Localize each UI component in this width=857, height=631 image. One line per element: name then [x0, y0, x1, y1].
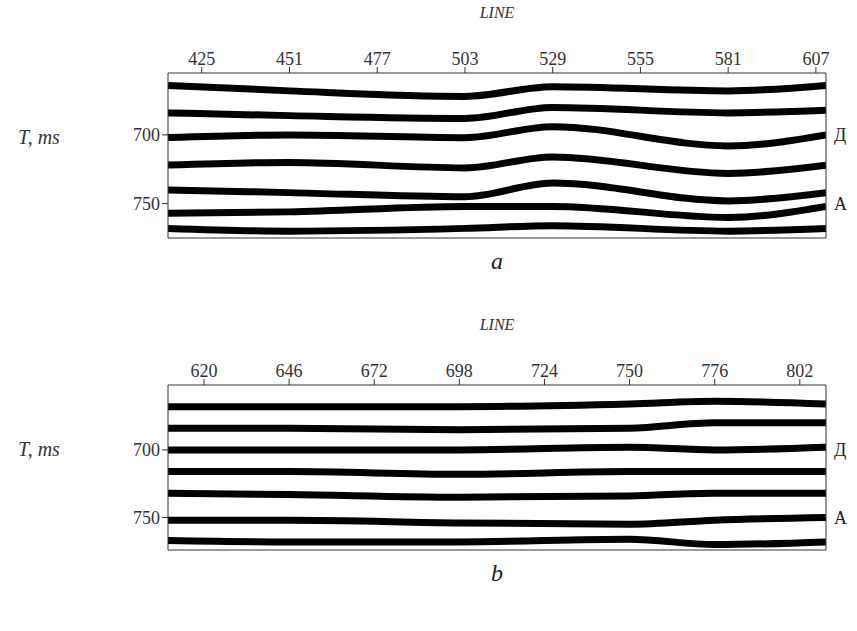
svg-text:698: 698: [446, 361, 473, 381]
svg-text:700: 700: [133, 125, 160, 145]
svg-text:451: 451: [276, 49, 303, 69]
html-text:T, ms: T, ms: [18, 125, 60, 148]
html-text:LINE: LINE: [479, 316, 515, 333]
html-text:T, ms: T, ms: [18, 437, 60, 460]
svg-text:Д: Д: [834, 125, 846, 145]
svg-text:А: А: [834, 508, 847, 528]
svg-text:А: А: [834, 194, 847, 214]
svg-text:555: 555: [627, 49, 654, 69]
svg-text:750: 750: [616, 361, 643, 381]
svg-text:425: 425: [188, 49, 215, 69]
svg-text:700: 700: [133, 440, 160, 460]
svg-text:607: 607: [802, 49, 829, 69]
svg-text:750: 750: [133, 194, 160, 214]
svg-text:620: 620: [191, 361, 218, 381]
svg-text:581: 581: [715, 49, 742, 69]
svg-text:750: 750: [133, 508, 160, 528]
svg-text:Д: Д: [834, 440, 846, 460]
html-text:LINE: LINE: [479, 4, 515, 21]
html-text:a: a: [491, 248, 503, 274]
html-text:b: b: [491, 560, 503, 586]
svg-text:477: 477: [364, 49, 391, 69]
svg-text:672: 672: [361, 361, 388, 381]
svg-text:646: 646: [276, 361, 303, 381]
svg-text:802: 802: [786, 361, 813, 381]
svg-text:503: 503: [451, 49, 478, 69]
svg-text:776: 776: [701, 361, 728, 381]
svg-text:724: 724: [531, 361, 558, 381]
svg-text:529: 529: [539, 49, 566, 69]
